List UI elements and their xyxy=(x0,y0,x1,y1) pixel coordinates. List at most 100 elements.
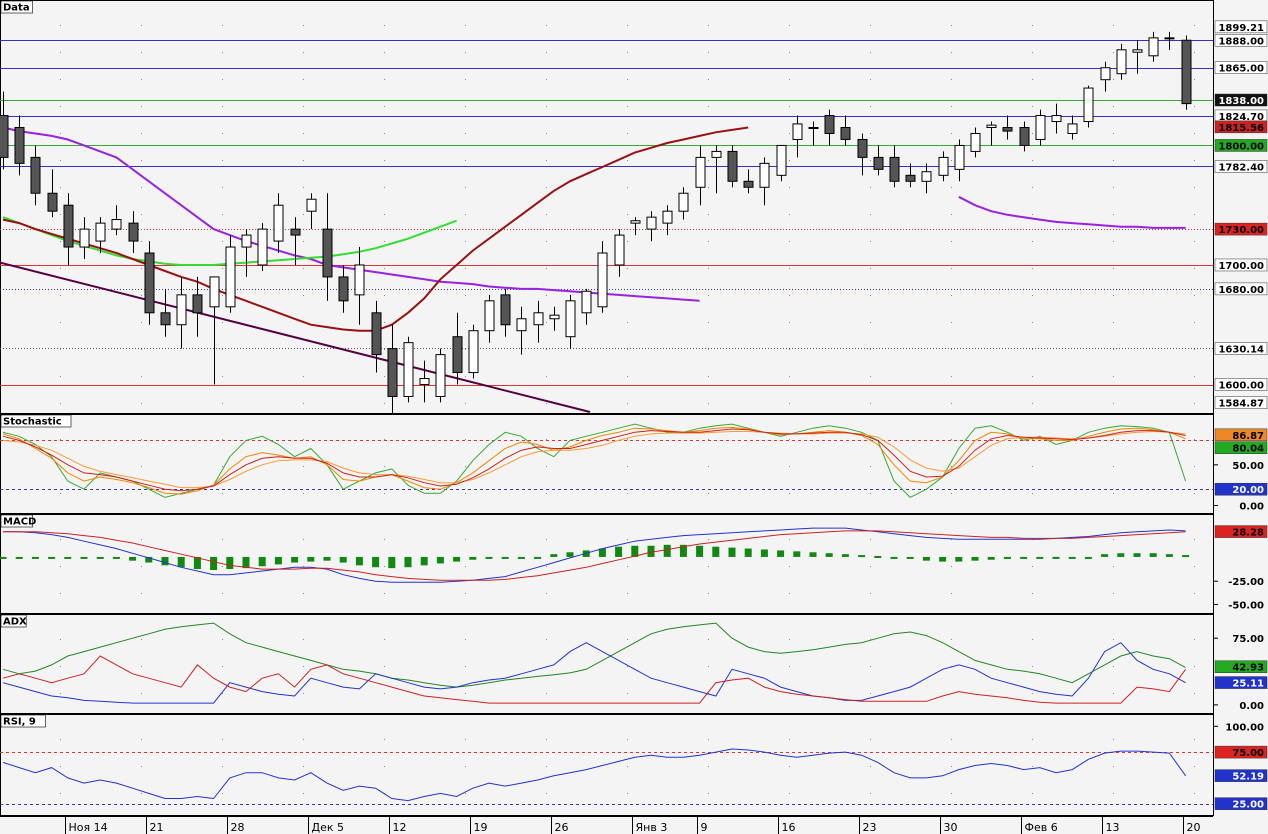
grid-dot xyxy=(222,493,223,494)
grid-dot xyxy=(465,766,466,767)
x-tick-label: 16 xyxy=(782,821,796,834)
grid-dot xyxy=(546,25,547,26)
grid-dot xyxy=(546,295,547,296)
grid-dot xyxy=(1032,593,1033,594)
grid-dot xyxy=(951,52,952,53)
candle-body xyxy=(403,342,414,397)
trend-line xyxy=(0,261,591,413)
grid-dot xyxy=(384,539,385,540)
candle-body xyxy=(954,144,965,170)
grid-dot xyxy=(1194,376,1195,377)
grid-dot xyxy=(303,493,304,494)
macd-hist-bar xyxy=(841,554,849,557)
macd-hist-bar xyxy=(971,556,979,561)
panel-name-bg xyxy=(0,614,27,628)
grid-dot xyxy=(789,666,790,667)
grid-dot xyxy=(1194,739,1195,740)
macd-hist-bar xyxy=(96,556,104,559)
grid-dot xyxy=(708,241,709,242)
value-label-bg xyxy=(1214,676,1268,689)
grid-dot xyxy=(708,666,709,667)
grid-dot xyxy=(951,79,952,80)
candle-body xyxy=(484,300,495,332)
grid-dot xyxy=(789,793,790,794)
grid-dot xyxy=(789,466,790,467)
grid-dot xyxy=(1113,376,1114,377)
grid-dot xyxy=(1194,666,1195,667)
grid-dot xyxy=(789,133,790,134)
macd-hist-bar xyxy=(145,556,153,563)
grid-dot xyxy=(1113,52,1114,53)
grid-dot xyxy=(546,214,547,215)
macd-hist-bar xyxy=(712,546,720,557)
grid-dot xyxy=(465,268,466,269)
grid-dot xyxy=(465,160,466,161)
grid-dot xyxy=(222,403,223,404)
macd-line xyxy=(3,527,1186,583)
candle-body xyxy=(1148,37,1159,57)
grid-dot xyxy=(1194,268,1195,269)
grid-dot xyxy=(303,403,304,404)
panel-frame xyxy=(0,414,1214,514)
panel-name-bg xyxy=(0,0,33,14)
grid-dot xyxy=(789,493,790,494)
grid-dot xyxy=(222,322,223,323)
grid-dot xyxy=(951,160,952,161)
grid-dot xyxy=(384,106,385,107)
grid-dot xyxy=(708,106,709,107)
macd-hist-bar xyxy=(1084,556,1092,559)
grid-dot xyxy=(303,160,304,161)
grid-dot xyxy=(1113,539,1114,540)
grid-dot xyxy=(546,241,547,242)
grid-dot xyxy=(951,493,952,494)
grid-dot xyxy=(60,106,61,107)
grid-dot xyxy=(708,214,709,215)
x-tick-label: Янв 3 xyxy=(636,821,668,834)
macd-hist-bar xyxy=(469,556,477,560)
grid-dot xyxy=(870,79,871,80)
grid-dot xyxy=(870,268,871,269)
grid-dot xyxy=(465,403,466,404)
grid-dot xyxy=(627,566,628,567)
grid-dot xyxy=(708,739,709,740)
grid-dot xyxy=(222,766,223,767)
grid-dot xyxy=(222,666,223,667)
grid-dot xyxy=(303,539,304,540)
grid-dot xyxy=(627,187,628,188)
value-label-bg xyxy=(1214,745,1268,759)
macd-hist-bar xyxy=(420,556,428,566)
candle-body xyxy=(516,318,527,332)
grid-dot xyxy=(384,241,385,242)
grid-dot xyxy=(222,187,223,188)
grid-dot xyxy=(1113,133,1114,134)
grid-dot xyxy=(60,639,61,640)
macd-hist-bar xyxy=(631,545,639,557)
grid-dot xyxy=(627,766,628,767)
grid-dot xyxy=(222,593,223,594)
grid-dot xyxy=(789,639,790,640)
candle-body xyxy=(1132,49,1143,53)
candle-body xyxy=(1116,49,1127,75)
value-label-bg xyxy=(1214,120,1268,134)
grid-dot xyxy=(789,187,790,188)
grid-dot xyxy=(141,539,142,540)
stoch-red-line xyxy=(2,428,1186,492)
macd-hist-bar xyxy=(129,556,137,561)
grid-dot xyxy=(384,666,385,667)
grid-dot xyxy=(627,25,628,26)
grid-dot xyxy=(222,739,223,740)
grid-dot xyxy=(1113,160,1114,161)
macd-hist-bar xyxy=(1068,556,1076,559)
x-axis-bg xyxy=(0,816,1268,834)
grid-dot xyxy=(870,241,871,242)
candle-body xyxy=(581,290,592,314)
panel-frame xyxy=(0,614,1214,714)
stoch-lightorange-line xyxy=(2,430,1186,489)
grid-dot xyxy=(384,295,385,296)
grid-dot xyxy=(627,106,628,107)
grid-dot xyxy=(870,466,871,467)
grid-dot xyxy=(708,295,709,296)
x-tick-label: 19 xyxy=(474,821,488,834)
grid-dot xyxy=(60,79,61,80)
candle-body xyxy=(970,132,981,152)
